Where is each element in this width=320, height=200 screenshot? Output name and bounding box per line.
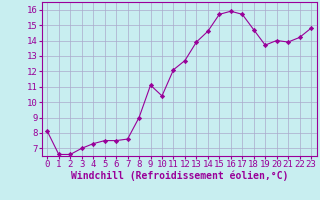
X-axis label: Windchill (Refroidissement éolien,°C): Windchill (Refroidissement éolien,°C) <box>70 171 288 181</box>
